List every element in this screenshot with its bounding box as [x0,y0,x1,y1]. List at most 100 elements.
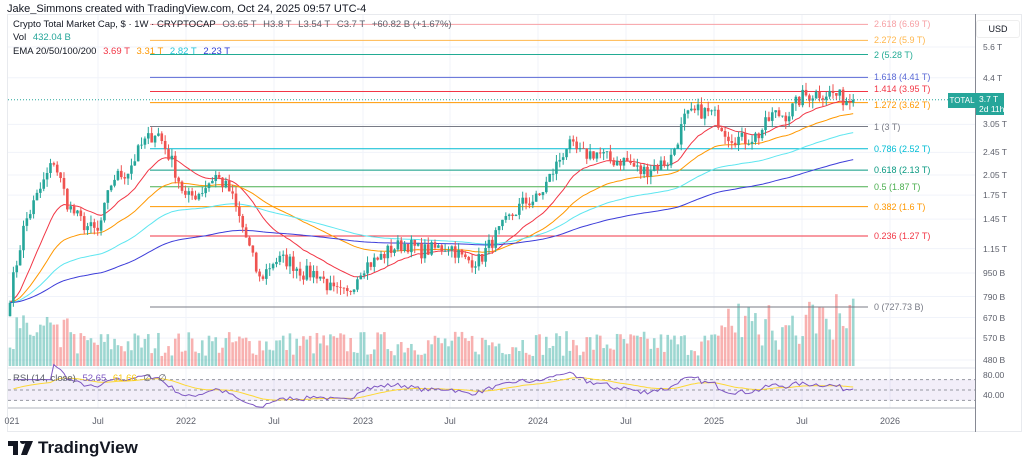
time-axis-label[interactable]: 2022 [175,416,197,426]
volume-bar [66,318,69,366]
volume-label[interactable]: Vol [13,32,27,43]
price-axis-label: 1.75 T [983,190,1007,201]
ohlc-high: H3.8 T [263,19,292,30]
candle-body [130,165,133,174]
volume-bar [700,341,703,366]
candle-body [723,131,727,137]
volume-bar [258,340,261,366]
candle-body [713,109,717,111]
time-axis-label[interactable]: Jul [796,416,808,426]
candle-body [403,243,406,251]
candle-body [376,257,379,260]
volume-bar [622,339,626,366]
candle-body [511,214,514,216]
rsi-label[interactable]: RSI (14, close) [13,373,76,384]
candle-body [841,89,845,106]
candle-body [467,257,471,261]
volume-bar [609,348,612,366]
candle-body [460,250,464,255]
time-axis-label[interactable]: Jul [92,416,104,426]
candle-body [123,177,126,179]
candle-body [113,179,116,186]
volume-bar [32,335,35,366]
fib-level-label: 0.5 (1.87 T) [874,181,921,192]
time-axis-label[interactable]: Jul [268,416,280,426]
fib-level-label: 2.618 (6.69 T) [874,19,931,30]
volume-bar [167,346,170,366]
volume-bar [555,333,558,366]
current-price-tag: 3.7 T 2d 11h [976,93,1004,115]
volume-bar [281,335,285,366]
candle-body [548,173,551,182]
candle-body [561,157,565,160]
candle-body [140,144,143,146]
candle-body [426,244,430,255]
candle-body [211,180,214,184]
candle-body [801,89,804,106]
volume-bar [801,336,804,366]
volume-bar [467,340,471,366]
price-axis-label: 950 B [983,268,1006,278]
volume-bar [244,337,248,366]
volume-bar [352,352,356,366]
ema-label[interactable]: EMA 20/50/100/200 [13,46,97,57]
candle-body [659,160,663,170]
time-axis-label[interactable]: 2023 [352,416,374,426]
candle-body [534,193,538,202]
volume-bar [477,354,481,366]
candle-body [93,222,96,228]
time-axis-label[interactable]: 2024 [527,416,549,426]
volume-bar [750,321,754,366]
time-axis-label[interactable]: Jul [620,416,632,426]
volume-bar [305,339,309,366]
candle-body [28,214,32,219]
tradingview-logo[interactable]: TradingView [8,438,138,458]
price-axis-label: 790 B [983,291,1006,302]
candle-body [251,245,255,253]
candle-body [605,151,609,153]
volume-bar [113,338,116,366]
volume-bar [356,352,359,366]
candle-body [143,138,147,145]
candle-body [487,239,491,248]
volume-bar [615,333,619,366]
candle-body [730,141,734,143]
volume-bar [130,350,133,366]
symbol-title[interactable]: Crypto Total Market Cap, $ · 1W · CRYPTO… [13,19,216,30]
volume-bar [764,319,767,366]
volume-bar [588,337,592,366]
candle-body [187,191,191,195]
candle-body [389,245,393,253]
time-axis-label[interactable]: Jul [444,416,456,426]
currency-button[interactable]: USD [976,20,1020,38]
price-axis[interactable] [975,14,1022,432]
volume-bar [140,347,143,366]
fib-level-label: 0.618 (2.13 T) [874,165,931,176]
candle-body [325,278,329,291]
candle-body [369,262,373,267]
fib-level-label: 0.382 (1.6 T) [874,201,926,212]
time-axis-label[interactable]: 2025 [703,416,725,426]
candle-body [808,95,811,101]
volume-bar [160,355,164,366]
volume-bar [217,352,221,366]
volume-bar [173,338,177,366]
time-axis-label[interactable]: 021 [4,416,20,426]
volume-bar [197,353,201,366]
candle-body [851,99,855,103]
volume-bar [710,334,713,366]
candle-body [238,206,241,217]
volume-bar [180,351,184,366]
volume-bar [379,334,383,366]
time-axis-label[interactable]: 2026 [879,416,901,426]
candle-body [612,160,616,166]
current-price: 3.7 T [979,94,999,104]
volume-bar [22,315,25,366]
candle-body [399,240,403,251]
candle-body [450,246,454,251]
volume-bar [787,325,791,366]
candle-body [423,244,427,259]
candle-body [582,148,585,149]
volume-bar [531,355,535,366]
